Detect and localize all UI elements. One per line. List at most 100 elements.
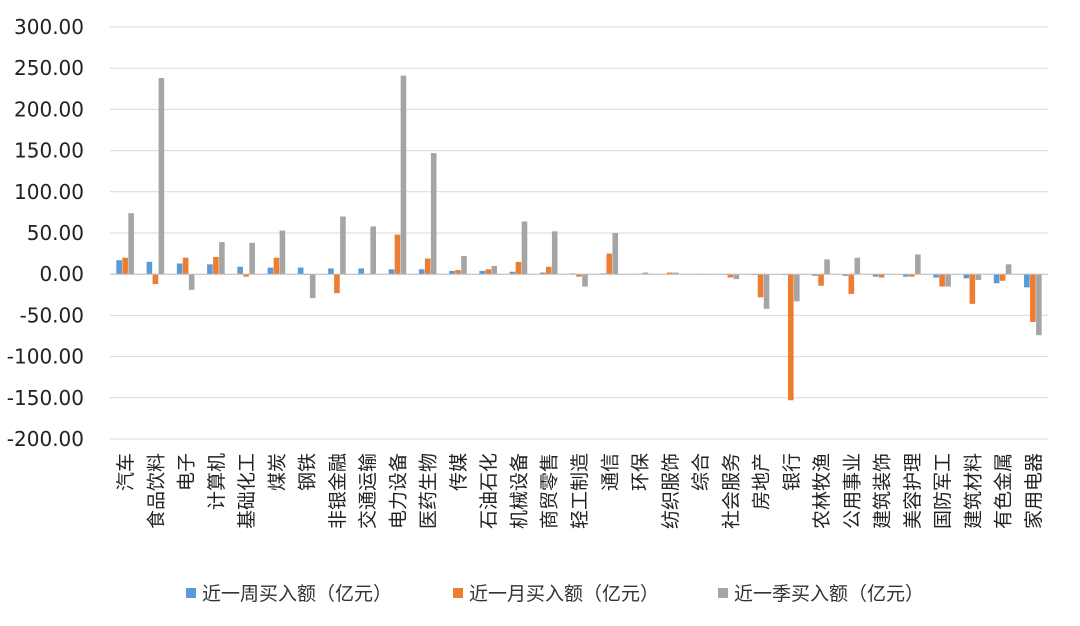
- x-category-label: 建筑材料: [962, 453, 984, 529]
- bar-7-series-1: [334, 274, 340, 294]
- bar-13-series-1: [515, 261, 522, 275]
- bar-12-series-1: [485, 269, 492, 275]
- x-category-label: 传媒: [448, 453, 470, 491]
- bar-30-series-2: [1036, 274, 1042, 336]
- bar-26-series-1: [909, 274, 915, 277]
- bar-28-series-0: [963, 274, 970, 279]
- bar-13-series-0: [509, 271, 516, 275]
- x-category-label: 计算机: [206, 453, 228, 510]
- legend-swatch-0: [186, 588, 196, 598]
- bar-22-series-2: [794, 274, 800, 302]
- bar-12-series-0: [479, 270, 486, 275]
- bar-5-series-1: [273, 257, 280, 275]
- bar-5-series-2: [279, 230, 286, 275]
- x-category-label: 农林牧渔: [811, 453, 833, 529]
- y-tick-label: -150.00: [7, 386, 84, 410]
- legend: 近一周买入额（亿元） 近一月买入额（亿元） 近一季买入额（亿元）: [186, 583, 924, 605]
- bar-26-series-0: [903, 274, 909, 277]
- x-axis-categories: 汽车 食品饮料 电子 计算机 基础化工 煤炭 钢铁 非银金融 交通运输 电力设备 医药生物 传媒 石油石…: [115, 453, 1045, 529]
- bar-9-series-1: [394, 234, 401, 275]
- x-category-label: 通信: [599, 453, 621, 491]
- y-tick-label: 50.00: [27, 221, 84, 245]
- x-category-label: 国防军工: [932, 453, 954, 529]
- x-category-label: 电力设备: [387, 453, 409, 529]
- bar-22-series-1: [788, 274, 794, 401]
- legend-swatch-1: [453, 588, 463, 598]
- x-category-label: 建筑装饰: [872, 453, 894, 529]
- bar-9-series-0: [388, 269, 395, 275]
- bar-16-series-2: [612, 233, 619, 275]
- bar-0-series-1: [122, 257, 128, 275]
- x-category-label: 综合: [690, 453, 712, 491]
- bar-28-series-2: [975, 274, 982, 280]
- x-category-label: 家用电器: [1023, 453, 1045, 529]
- bar-29-series-2: [1005, 264, 1012, 275]
- gridlines: [110, 26, 1048, 440]
- bar-3-series-0: [207, 264, 213, 275]
- y-tick-label: 0.00: [39, 262, 84, 286]
- bar-30-series-1: [1030, 274, 1036, 322]
- x-category-label: 电子: [176, 453, 198, 491]
- bar-29-series-1: [999, 274, 1006, 281]
- x-category-label: 非银金融: [327, 453, 349, 529]
- bar-21-series-1: [757, 274, 764, 298]
- bar-21-series-2: [763, 274, 770, 309]
- bar-27-series-1: [939, 274, 945, 287]
- y-tick-label: 300.00: [14, 15, 84, 39]
- bar-1-series-0: [146, 261, 153, 275]
- bar-4-series-2: [249, 242, 255, 275]
- bar-24-series-1: [848, 274, 855, 294]
- bar-23-series-1: [818, 274, 824, 286]
- bar-15-series-2: [582, 274, 588, 287]
- bar-8-series-2: [370, 226, 376, 275]
- bar-1-series-1: [152, 274, 159, 285]
- y-tick-label: 250.00: [14, 56, 84, 80]
- bar-6-series-0: [297, 267, 304, 275]
- bar-10-series-0: [418, 269, 425, 275]
- bar-28-series-1: [969, 274, 976, 304]
- x-category-label: 环保: [630, 453, 652, 491]
- x-category-label: 房地产: [751, 453, 773, 510]
- bar-23-series-0: [812, 274, 818, 276]
- x-category-label: 煤炭: [266, 453, 288, 491]
- y-tick-label: -200.00: [7, 427, 84, 451]
- y-tick-label: -50.00: [20, 303, 84, 327]
- bar-30-series-0: [1024, 274, 1030, 288]
- x-category-label: 食品饮料: [145, 453, 167, 529]
- x-category-label: 银行: [781, 453, 803, 491]
- x-category-label: 纺织服饰: [660, 453, 682, 529]
- bar-29-series-0: [993, 274, 1000, 284]
- bar-23-series-2: [824, 259, 830, 275]
- x-category-label: 医药生物: [418, 453, 440, 529]
- bar-11-series-1: [455, 270, 461, 275]
- x-category-label: 汽车: [115, 453, 137, 491]
- bar-4-series-1: [243, 274, 249, 277]
- bar-27-series-0: [933, 274, 939, 278]
- bar-12-series-2: [491, 265, 498, 275]
- bar-25-series-0: [872, 274, 879, 277]
- x-category-label: 公用事业: [841, 453, 863, 529]
- bar-18-series-2: [672, 272, 679, 275]
- bar-20-series-2: [733, 274, 740, 280]
- bar-2-series-1: [182, 257, 189, 275]
- bar-7-series-0: [328, 268, 334, 275]
- legend-swatch-2: [718, 588, 728, 598]
- x-category-label: 交通运输: [357, 453, 379, 529]
- legend-label-1: 近一月买入额（亿元）: [469, 583, 659, 605]
- bar-2-series-2: [188, 274, 195, 290]
- x-category-label: 美容护理: [902, 453, 924, 529]
- bar-16-series-1: [606, 253, 613, 275]
- bar-27-series-2: [945, 274, 951, 287]
- bar-0-series-0: [116, 260, 122, 275]
- bar-11-series-2: [461, 256, 467, 275]
- bar-14-series-2: [551, 231, 558, 275]
- bar-0-series-2: [128, 213, 134, 275]
- y-tick-label: 200.00: [14, 97, 84, 121]
- bar-20-series-1: [727, 274, 734, 278]
- x-category-label: 商贸零售: [539, 453, 561, 529]
- y-tick-label: 150.00: [14, 139, 84, 163]
- bar-7-series-2: [340, 216, 346, 275]
- bar-14-series-0: [539, 272, 546, 275]
- y-tick-label: 100.00: [14, 180, 84, 204]
- x-category-label: 有色金属: [993, 453, 1015, 529]
